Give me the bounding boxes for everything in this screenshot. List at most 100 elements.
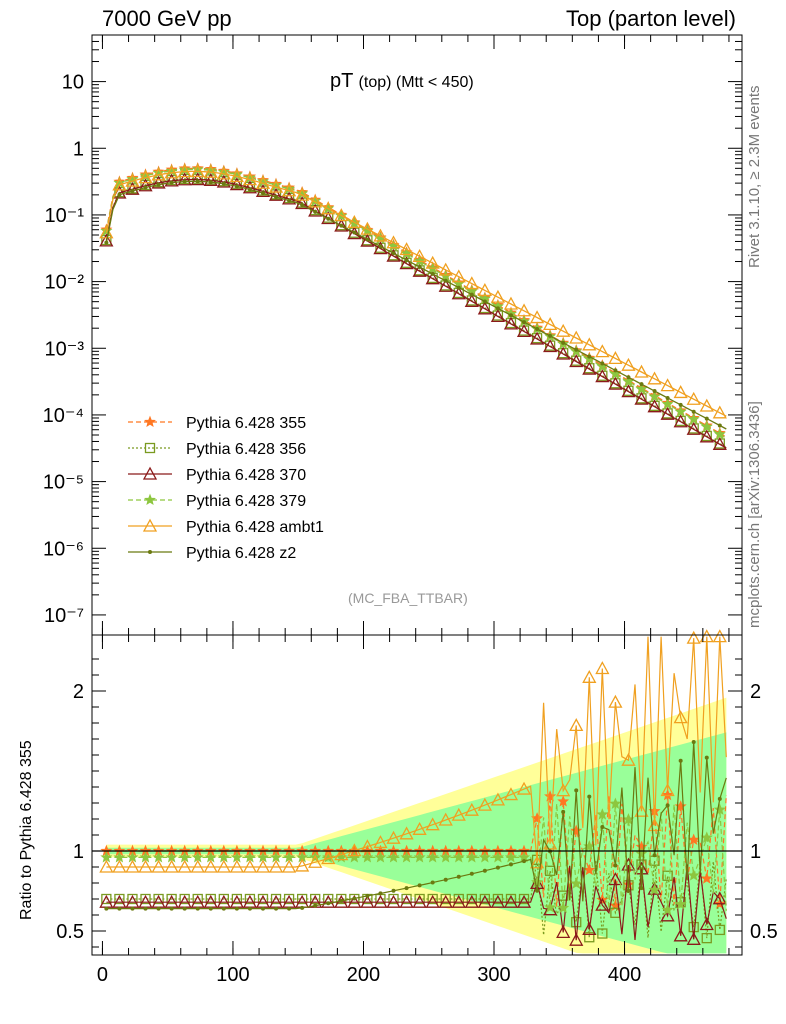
legend: Pythia 6.428 355 Pythia 6.428 356 Pythia 6…: [128, 415, 324, 562]
series-point: [425, 255, 440, 269]
ratio-point: [556, 783, 571, 797]
series-point: [287, 198, 292, 203]
ratio-point: [195, 906, 200, 911]
series-point: [665, 395, 670, 400]
ratio-point: [714, 924, 725, 936]
ratio-point: [127, 893, 138, 905]
ratio-point: [673, 710, 688, 724]
series-point: [138, 178, 153, 192]
ratio-point: [469, 871, 474, 876]
series-point: [569, 354, 584, 368]
series-point: [503, 296, 519, 310]
ratio-point: [430, 880, 435, 885]
series-point: [195, 179, 200, 184]
ratio-point: [347, 843, 362, 857]
series-point: [391, 251, 396, 256]
series-point: [595, 369, 610, 383]
ratio-point: [296, 893, 308, 905]
series-point: [313, 209, 318, 214]
series-point: [216, 166, 231, 180]
ratio-point: [609, 797, 622, 809]
series-point: [639, 382, 644, 387]
series-point: [347, 214, 362, 228]
series-point: [535, 327, 540, 332]
series-point: [660, 406, 675, 420]
series-point: [712, 405, 727, 419]
ratio-point: [688, 921, 699, 933]
ratio-point: [101, 893, 112, 905]
ratio-point: [192, 893, 203, 905]
series-point: [477, 282, 492, 297]
series-point: [652, 389, 657, 394]
series-point: [469, 292, 474, 297]
ratio-point: [678, 758, 683, 763]
series-point: [156, 182, 161, 187]
ratio-point: [634, 861, 649, 875]
legend-label: Pythia 6.428 355: [186, 415, 306, 432]
ratio-point: [660, 908, 675, 922]
ratio-point: [321, 894, 336, 908]
series-point: [613, 368, 618, 373]
legend-label: Pythia 6.428 379: [186, 493, 306, 510]
ratio-point: [313, 903, 318, 908]
ratio-point: [221, 906, 226, 911]
ratio-series-layer: [99, 629, 727, 946]
series-point: [516, 303, 532, 317]
series-point: [661, 397, 674, 410]
series-point: [164, 165, 179, 179]
ratio-point: [686, 931, 701, 945]
ratio-point: [216, 859, 231, 873]
ratio-point: [717, 796, 722, 801]
ratio-point: [281, 859, 297, 873]
ratio-point: [595, 897, 610, 911]
series-point: [713, 427, 726, 440]
ratio-y-tick-label-right: 1: [750, 841, 761, 863]
ratio-point: [662, 870, 673, 881]
ratio-point: [582, 921, 597, 936]
series-point: [443, 278, 448, 283]
series-point: [699, 398, 714, 412]
legend-swatch-marker: [144, 415, 156, 428]
ratio-point: [464, 802, 479, 816]
series-point: [321, 201, 336, 215]
series-point: [268, 187, 284, 201]
ratio-y-tick-label: 1: [73, 841, 84, 863]
ratio-point: [203, 859, 218, 873]
ratio-line: [106, 859, 727, 939]
ratio-point: [166, 893, 177, 905]
ratio-point: [571, 916, 582, 928]
ratio-point: [508, 862, 513, 867]
ratio-point: [156, 906, 161, 911]
ratio-point: [466, 893, 477, 905]
ratio-point: [569, 718, 584, 732]
ratio-point: [326, 901, 331, 906]
plot-title: pT (top) (Mtt < 450): [330, 70, 474, 93]
ratio-point: [665, 803, 670, 808]
x-tick-label: 0: [97, 964, 108, 986]
ratio-point: [652, 853, 657, 858]
legend-swatch-marker: [144, 442, 156, 454]
series-point: [112, 177, 127, 191]
ratio-point: [438, 894, 453, 908]
ratio-point: [426, 851, 439, 863]
ratio-point: [490, 792, 506, 806]
y-tick-label: 10⁻¹: [45, 205, 85, 227]
x-tick-label: 200: [347, 964, 380, 986]
series-point: [339, 223, 344, 228]
series-point: [386, 235, 401, 249]
series-point: [281, 183, 297, 197]
ratio-y-tick-label-right: 2: [750, 681, 761, 703]
ratio-point: [339, 898, 344, 903]
ratio-point: [503, 894, 519, 908]
series-point: [190, 172, 205, 186]
series-point: [373, 228, 388, 242]
ratio-point: [112, 859, 127, 873]
ratio-point: [661, 903, 674, 916]
ratio-point: [229, 859, 244, 873]
legend-label: Pythia 6.428 356: [186, 441, 306, 458]
ratio-point: [182, 906, 187, 911]
ratio-point: [242, 859, 258, 873]
ratio-point: [104, 906, 109, 911]
series-point: [417, 265, 422, 270]
ratio-point: [712, 629, 727, 643]
